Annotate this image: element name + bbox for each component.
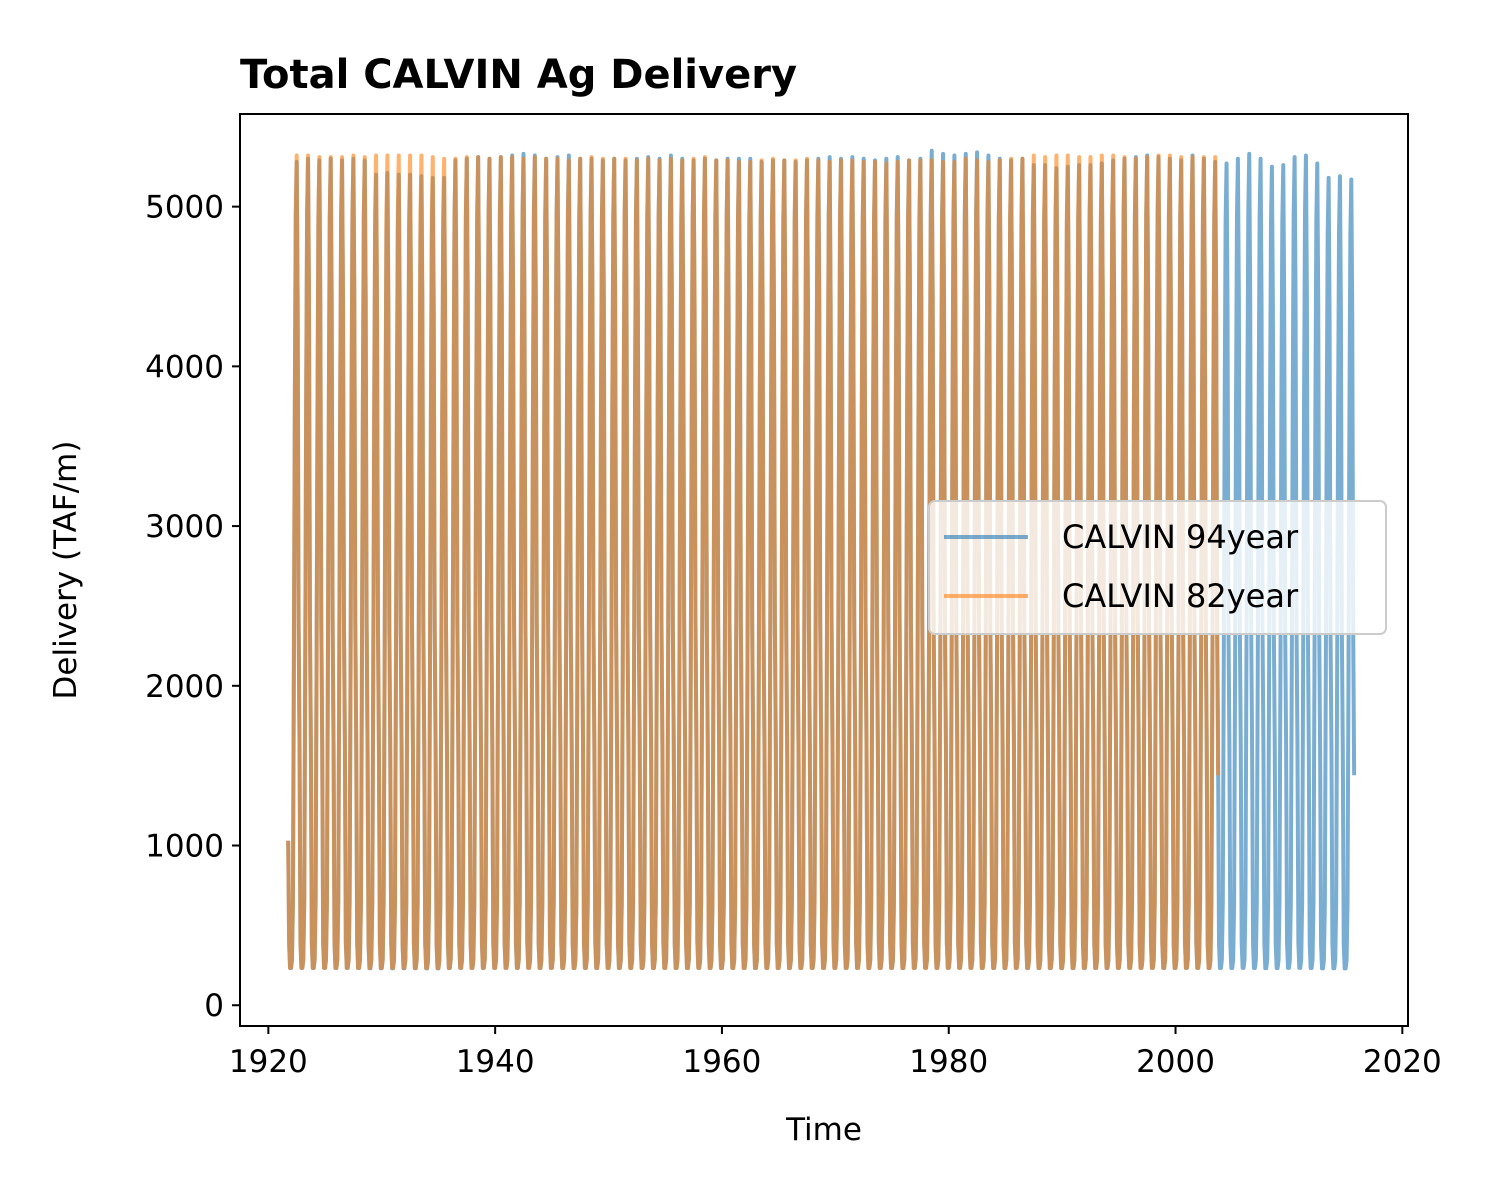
chart-title: Total CALVIN Ag Delivery: [240, 52, 797, 98]
x-tick-label: 1960: [682, 1044, 761, 1080]
x-tick-label: 1920: [229, 1044, 308, 1080]
series-layer: [286, 148, 1357, 971]
plot-frame: [239, 113, 1409, 1027]
x-tick-label: 2020: [1363, 1044, 1442, 1080]
series-line-calvin-82year: [286, 153, 1221, 971]
x-axis-label: Time: [785, 1112, 862, 1148]
x-axis: 1920 1940 1960 1980 2000 2020: [229, 1026, 1442, 1080]
legend-label-94year: CALVIN 94year: [1062, 518, 1299, 556]
legend-box: [928, 500, 1387, 635]
y-tick-label: 2000: [145, 669, 224, 705]
y-tick-label: 0: [204, 988, 224, 1024]
legend-label-82year: CALVIN 82year: [1062, 577, 1299, 615]
x-tick-label: 2000: [1136, 1044, 1215, 1080]
y-tick-label: 3000: [145, 509, 224, 545]
x-tick-label: 1940: [456, 1044, 535, 1080]
y-axis-label: Delivery (TAF/m): [48, 441, 84, 700]
x-tick-label: 1980: [909, 1044, 988, 1080]
legend[interactable]: CALVIN 94year CALVIN 82year: [928, 500, 1387, 635]
y-axis: 0 1000 2000 3000 4000 5000: [145, 190, 240, 1024]
y-tick-label: 4000: [145, 349, 224, 385]
y-tick-label: 1000: [145, 829, 224, 865]
y-tick-label: 5000: [145, 190, 224, 226]
